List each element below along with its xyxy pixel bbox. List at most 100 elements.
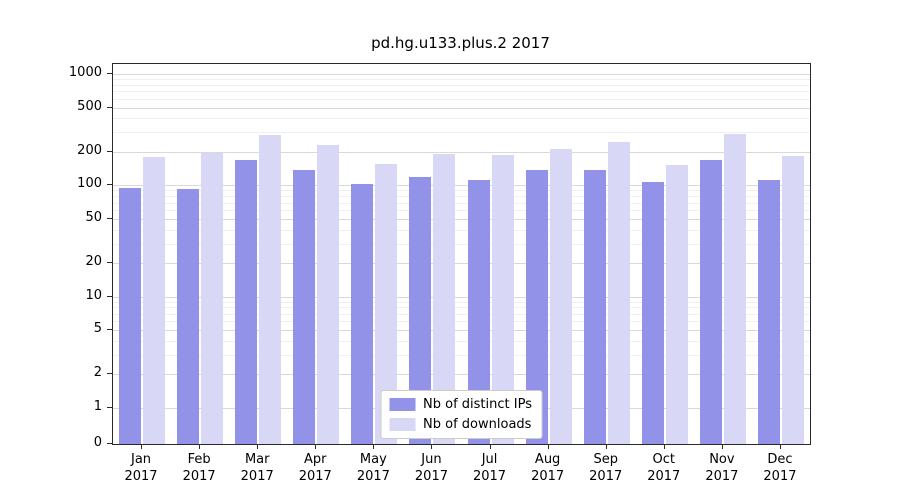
- legend-item-distinct-ips: Nb of distinct IPs: [389, 397, 532, 412]
- bar-distinct-ips: [525, 170, 548, 444]
- major-gridline: [113, 296, 810, 298]
- y-axis-tick-label: 0: [93, 435, 102, 450]
- x-axis-tick-mark: [199, 444, 201, 449]
- minor-gridline: [113, 354, 810, 356]
- bar-downloads: [549, 149, 572, 444]
- minor-gridline: [113, 210, 810, 212]
- bar-distinct-ips: [583, 169, 606, 444]
- major-gridline: [113, 107, 810, 109]
- major-gridline: [113, 185, 810, 187]
- minor-gridline: [113, 229, 810, 231]
- y-axis-tick-mark: [107, 407, 112, 408]
- x-axis-tick-label: May 2017: [356, 452, 390, 484]
- minor-gridline: [113, 321, 810, 323]
- x-axis-tick-label: Sep 2017: [589, 452, 623, 484]
- legend-swatch-distinct-ips: [389, 398, 416, 411]
- major-gridline: [113, 330, 810, 332]
- y-axis-tick-label: 200: [77, 142, 102, 158]
- y-axis-tick-label: 5: [93, 321, 102, 337]
- minor-gridline: [113, 98, 810, 100]
- y-axis-tick-mark: [107, 262, 112, 264]
- minor-gridline: [113, 340, 810, 342]
- x-axis-tick-mark: [779, 444, 781, 449]
- bar-distinct-ips: [467, 179, 490, 444]
- y-axis-tick-label: 1: [93, 399, 102, 414]
- minor-gridline: [113, 190, 810, 192]
- chart-title: pd.hg.u133.plus.2 2017: [371, 34, 550, 52]
- bar-distinct-ips: [351, 183, 374, 444]
- y-axis-tick-mark: [107, 73, 112, 75]
- y-axis-tick-label: 50: [85, 209, 102, 225]
- minor-gridline: [113, 243, 810, 245]
- legend-item-downloads: Nb of downloads: [389, 417, 532, 432]
- minor-gridline: [113, 202, 810, 204]
- y-axis-tick-mark: [107, 106, 112, 108]
- bar-distinct-ips: [293, 169, 316, 444]
- bar-distinct-ips: [409, 176, 432, 444]
- bar-downloads: [665, 165, 688, 444]
- x-axis-tick-label: Jun 2017: [414, 452, 448, 484]
- y-axis-tick-label: 2: [93, 365, 102, 381]
- y-axis-tick-mark: [107, 373, 112, 375]
- bar-downloads: [143, 157, 166, 444]
- plot-area: Nb of distinct IPs Nb of downloads: [112, 63, 811, 445]
- y-axis-tick-label: 100: [77, 176, 102, 192]
- x-axis-tick-label: Aug 2017: [531, 452, 565, 484]
- y-axis-tick-mark: [107, 184, 112, 186]
- bar-distinct-ips: [177, 189, 200, 444]
- bar-distinct-ips: [699, 160, 722, 444]
- x-axis-tick-mark: [141, 444, 143, 449]
- x-axis-tick-mark: [547, 444, 549, 449]
- bar-downloads: [317, 144, 340, 444]
- minor-gridline: [113, 313, 810, 315]
- minor-gridline: [113, 132, 810, 134]
- bar-downloads: [375, 164, 398, 444]
- major-gridline: [113, 74, 810, 76]
- y-axis-tick-label: 20: [85, 254, 102, 270]
- bar-downloads: [491, 155, 514, 444]
- x-axis-tick-mark: [315, 444, 317, 449]
- bar-distinct-ips: [235, 159, 258, 444]
- bar-distinct-ips: [757, 179, 780, 444]
- minor-gridline: [113, 79, 810, 81]
- y-axis-tick-label: 10: [85, 287, 102, 303]
- minor-gridline: [113, 84, 810, 86]
- bar-downloads: [433, 154, 456, 444]
- x-axis-tick-label: Feb 2017: [182, 452, 216, 484]
- x-axis-tick-mark: [721, 444, 723, 449]
- x-axis-tick-label: Jan 2017: [124, 452, 158, 484]
- x-axis-tick-mark: [431, 444, 433, 449]
- x-axis-tick-label: Jul 2017: [472, 452, 507, 484]
- y-axis-tick-mark: [107, 150, 112, 152]
- x-axis-tick-label: Oct 2017: [647, 452, 681, 484]
- minor-gridline: [113, 91, 810, 93]
- minor-gridline: [113, 307, 810, 309]
- x-axis-tick-mark: [257, 444, 259, 449]
- legend-label-distinct-ips: Nb of distinct IPs: [423, 397, 532, 412]
- x-axis-tick-mark: [373, 444, 375, 449]
- major-gridline: [113, 151, 810, 153]
- major-gridline: [113, 263, 810, 265]
- major-gridline: [113, 218, 810, 220]
- bar-downloads: [723, 134, 746, 444]
- x-axis-tick-label: Dec 2017: [763, 452, 797, 484]
- legend-label-downloads: Nb of downloads: [423, 417, 532, 432]
- x-axis-tick-label: Apr 2017: [298, 452, 332, 484]
- legend-swatch-downloads: [389, 418, 416, 431]
- bar-distinct-ips: [119, 187, 142, 444]
- x-axis-tick-mark: [663, 444, 665, 449]
- minor-gridline: [113, 118, 810, 120]
- bar-downloads: [781, 156, 804, 444]
- major-gridline: [113, 374, 810, 376]
- x-axis-tick-label: Nov 2017: [705, 452, 739, 484]
- y-axis-tick-label: 1000: [68, 65, 102, 81]
- y-axis-tick-mark: [107, 329, 112, 331]
- minor-gridline: [113, 196, 810, 198]
- bar-downloads: [201, 153, 224, 444]
- y-axis-tick-mark: [107, 295, 112, 297]
- minor-gridline: [113, 301, 810, 303]
- x-axis-tick-mark: [605, 444, 607, 449]
- x-axis-tick-mark: [489, 444, 491, 449]
- y-axis-tick-mark: [107, 443, 112, 444]
